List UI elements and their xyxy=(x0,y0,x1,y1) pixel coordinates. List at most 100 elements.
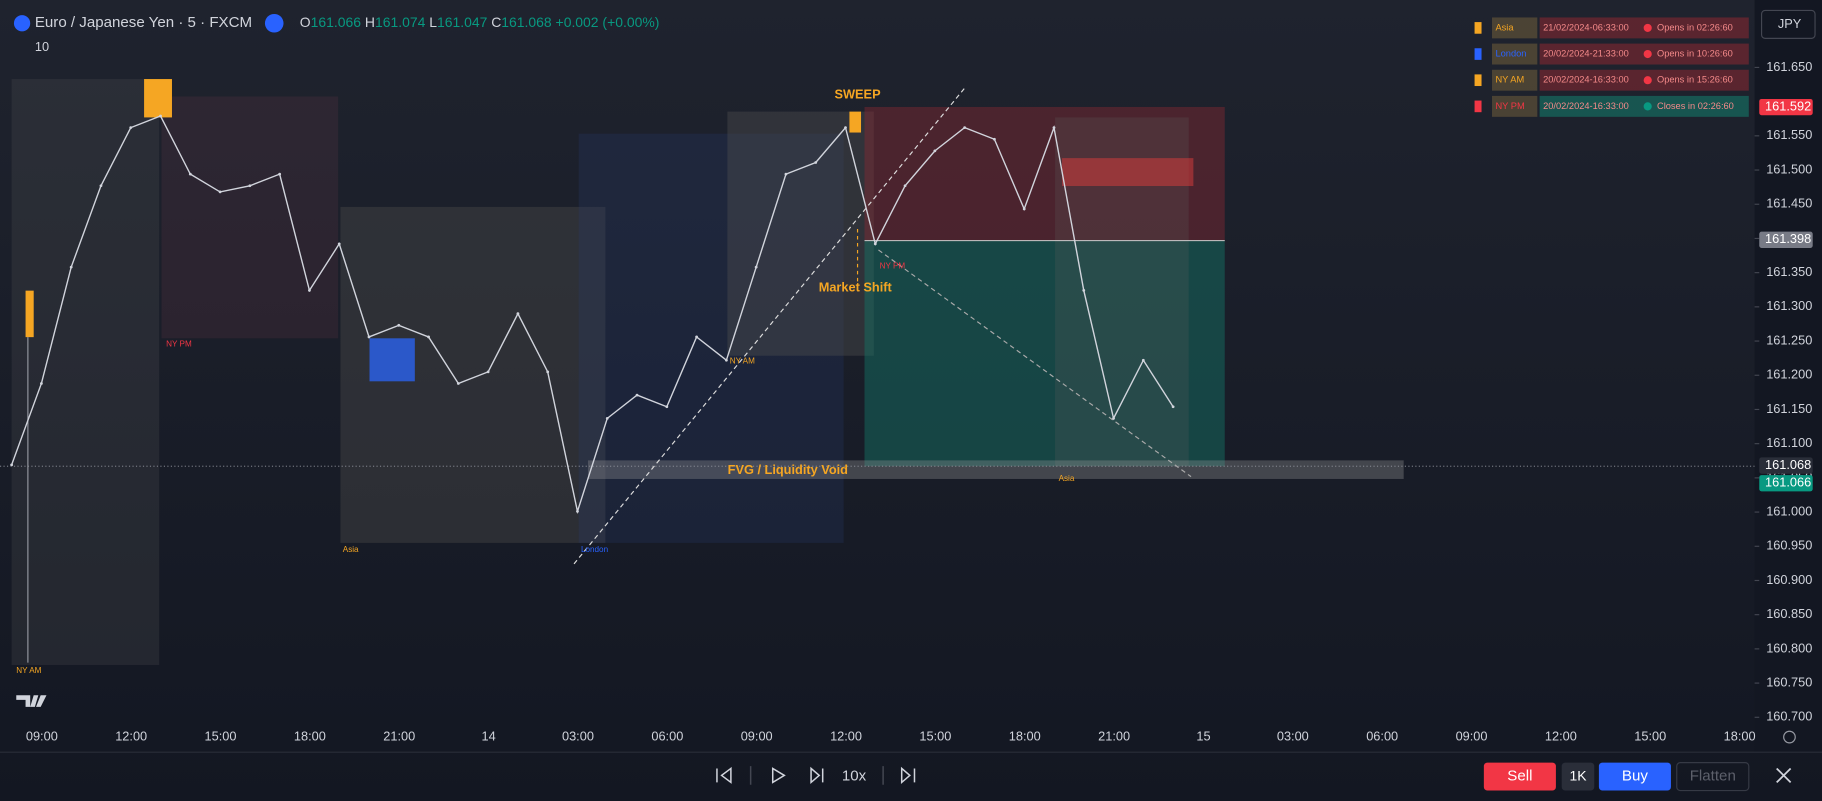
time-tick-label: 18:00 xyxy=(294,728,326,743)
price-point xyxy=(427,335,430,339)
price-point xyxy=(844,126,847,130)
price-point xyxy=(10,463,14,467)
price-tick-label: 161.450 xyxy=(1766,196,1812,211)
session-status: Opens in 02:26:60 xyxy=(1657,22,1733,32)
session-status: Closes in 02:26:60 xyxy=(1657,101,1734,111)
price-point xyxy=(69,265,73,269)
session-time: 20/02/2024-16:33:00 xyxy=(1543,75,1629,85)
close-button[interactable] xyxy=(1776,767,1792,784)
price-tick-label: 161.250 xyxy=(1766,332,1812,347)
price-tick-label: 161.100 xyxy=(1766,435,1812,450)
zones xyxy=(0,79,1755,665)
price-point xyxy=(903,184,907,188)
settings-icon[interactable] xyxy=(1783,730,1796,744)
indicators-toggle[interactable] xyxy=(11,36,52,57)
ohlc-key: H xyxy=(365,14,375,30)
price-point xyxy=(1141,358,1145,362)
time-tick-label: 12:00 xyxy=(1545,728,1577,743)
session-dot xyxy=(1643,102,1652,111)
price-point xyxy=(367,335,371,339)
currency-button[interactable] xyxy=(1760,9,1816,39)
price-badge-label: 161.068 xyxy=(1765,457,1811,472)
step-button[interactable] xyxy=(810,766,824,785)
session-name-cell xyxy=(1491,95,1538,117)
session-status: Opens in 10:26:60 xyxy=(1657,49,1733,59)
time-tick-label: 15:00 xyxy=(1634,728,1666,743)
price-point xyxy=(1112,416,1115,420)
price-point xyxy=(1022,207,1026,211)
session-name-cell xyxy=(1491,69,1538,91)
tv-logo xyxy=(16,695,47,707)
session-table: Asia 21/02/2024-06:33:00 Opens in 02:26:60… xyxy=(1474,17,1749,117)
ohlc-key: L xyxy=(429,14,437,30)
time-tick-label: 14 xyxy=(482,728,496,743)
price-point xyxy=(665,405,669,409)
price-badge-label: 161.592 xyxy=(1765,98,1811,113)
price-point xyxy=(516,312,520,316)
price-point xyxy=(993,137,996,141)
price-tick-label: 161.150 xyxy=(1766,401,1812,416)
price-point xyxy=(546,370,550,374)
session-label: London xyxy=(581,545,608,554)
ohlc-key: C xyxy=(491,14,501,30)
time-tick-label: 06:00 xyxy=(651,728,683,743)
price-tick-label: 160.700 xyxy=(1766,709,1812,724)
currency: JPY xyxy=(1778,16,1802,31)
session-label: Asia xyxy=(343,545,359,554)
session-name-cell xyxy=(1491,17,1538,39)
symbol-icon xyxy=(13,15,31,32)
price-point xyxy=(1052,126,1056,130)
price-badge xyxy=(1759,457,1813,474)
sell: Sell xyxy=(1507,768,1532,785)
flatten-button[interactable] xyxy=(1676,762,1750,792)
time-tick-label: 12:00 xyxy=(830,728,862,743)
price-point xyxy=(724,358,728,362)
speed[interactable]: 10x xyxy=(842,768,867,785)
price-tick-label: 160.800 xyxy=(1766,640,1812,655)
price-tick-label: 160.750 xyxy=(1766,674,1812,689)
session-time: 20/02/2024-21:33:00 xyxy=(1543,49,1629,59)
symbol: Euro / Japanese Yen · 5 · FXCM xyxy=(35,14,252,31)
price-badge xyxy=(1759,231,1813,248)
session-name: Asia xyxy=(1495,22,1514,32)
time-tick-label: 21:00 xyxy=(383,728,415,743)
time-tick-label: 21:00 xyxy=(1098,728,1130,743)
price-tick-label: 160.900 xyxy=(1766,572,1812,587)
sell-button[interactable] xyxy=(1483,762,1556,791)
session-label: Asia xyxy=(1059,474,1075,483)
price-point xyxy=(605,416,609,420)
market-shift-label: Market Shift xyxy=(819,280,893,295)
price-point xyxy=(278,172,282,176)
price-tick-label: 161.350 xyxy=(1766,264,1812,279)
time-tick-label: 09:00 xyxy=(741,728,773,743)
buy-button[interactable] xyxy=(1598,762,1671,791)
session-label: NY PM xyxy=(880,261,906,270)
price-line xyxy=(10,115,1174,515)
time-tick-label: 03:00 xyxy=(1277,728,1309,743)
time-tick-label: 15 xyxy=(1196,728,1210,743)
buy: Buy xyxy=(1622,768,1648,785)
price-point xyxy=(99,184,103,188)
price-tick-label: 161.550 xyxy=(1766,127,1812,142)
time-tick-label: 12:00 xyxy=(115,728,147,743)
price-point xyxy=(576,509,579,513)
qty: 1K xyxy=(1569,767,1587,783)
price-point xyxy=(397,323,401,327)
time-tick-label: 06:00 xyxy=(1366,728,1398,743)
price-point xyxy=(635,393,639,397)
time-tick-label: 09:00 xyxy=(26,728,58,743)
replay-button[interactable] xyxy=(264,13,284,33)
back-button[interactable] xyxy=(716,766,732,784)
qty-button[interactable] xyxy=(1561,762,1595,791)
price-tick-label: 161.500 xyxy=(1766,161,1812,176)
session-labels: NY AM NY PM Asia London NY AM NY PM Asia xyxy=(16,261,1075,675)
time-tick-label: 15:00 xyxy=(205,728,237,743)
ohlc-value: 161.074 xyxy=(375,14,426,30)
jump-button[interactable] xyxy=(900,766,916,785)
play-button[interactable] xyxy=(771,767,786,784)
price-point xyxy=(933,149,937,153)
price-point xyxy=(784,172,788,176)
sweep-label: SWEEP xyxy=(834,87,881,102)
replay-controls xyxy=(716,766,916,785)
